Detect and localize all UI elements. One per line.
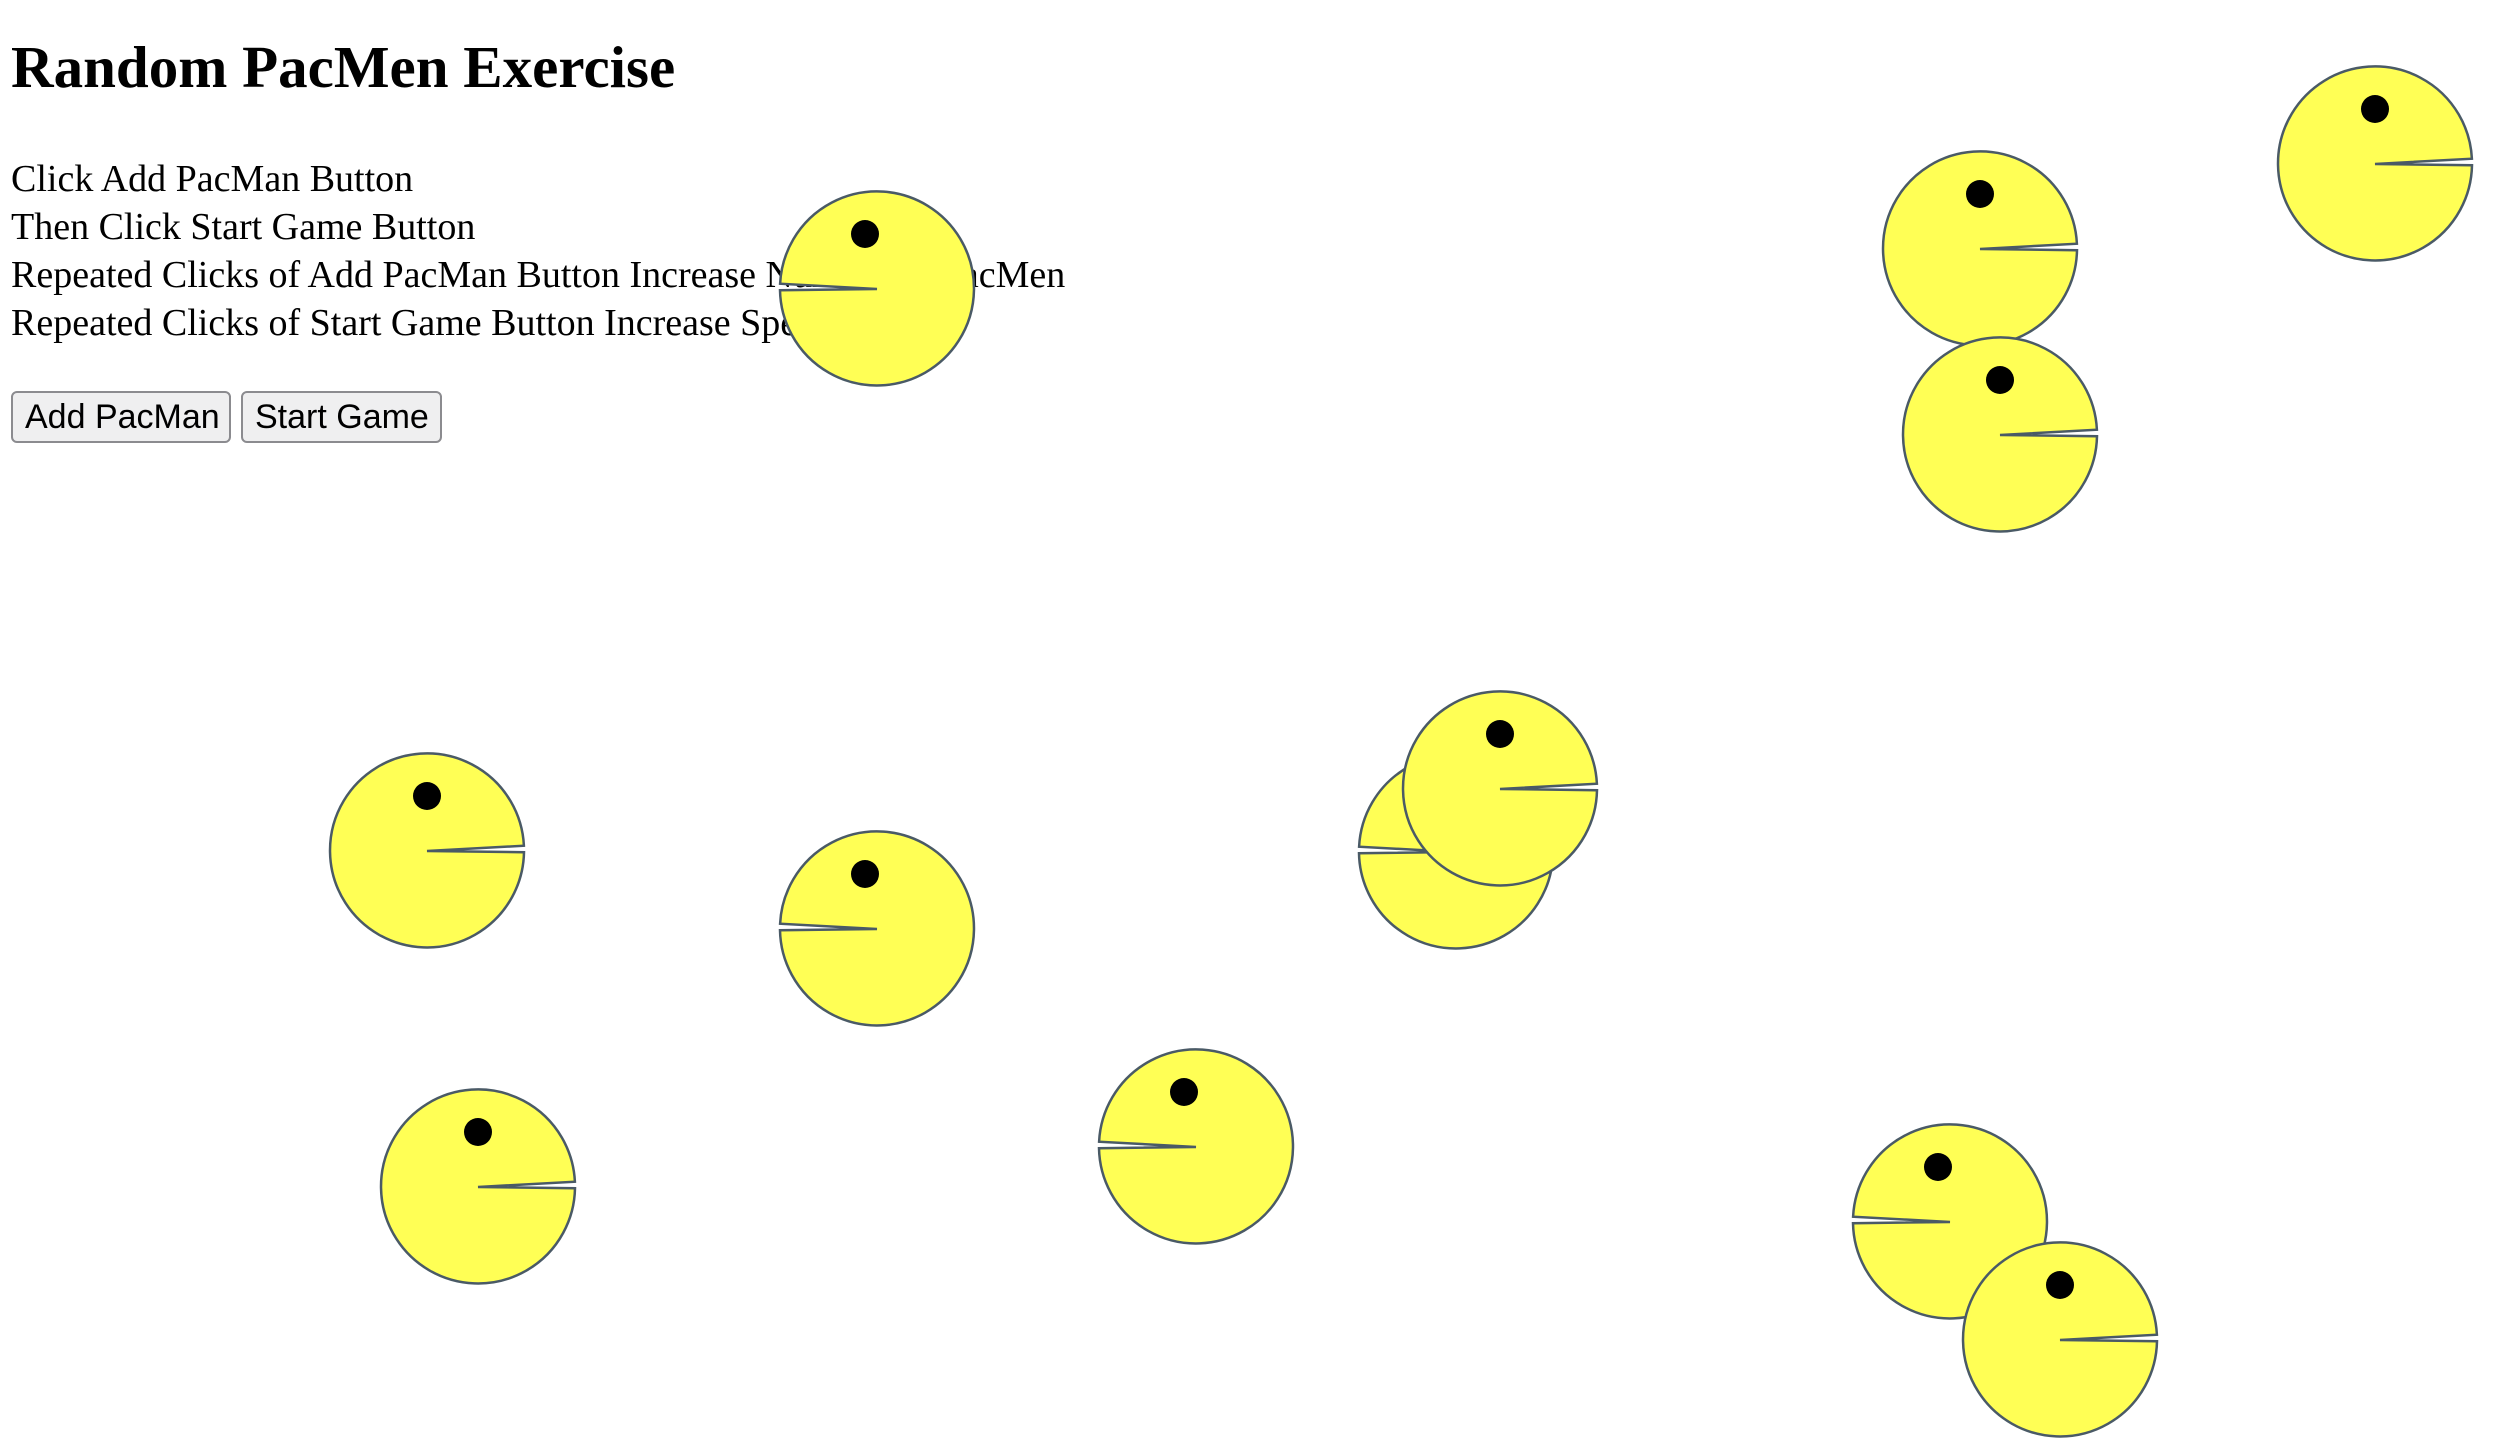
pacman-eye [464, 1118, 492, 1146]
pacman-body [778, 190, 976, 387]
pacman-icon [1901, 336, 2099, 533]
pacman-eye [2361, 95, 2389, 123]
add-pacman-button[interactable]: Add PacMan [11, 391, 231, 443]
start-game-button[interactable]: Start Game [241, 391, 442, 443]
pacman-body [1881, 150, 2079, 347]
pacman-icon [778, 830, 976, 1027]
instruction-line: Click Add PacMan Button [11, 158, 414, 200]
pacman-eye [1924, 1153, 1952, 1181]
pacman-icon [1097, 1048, 1295, 1245]
pacman-body [1401, 690, 1599, 887]
pacman-eye [1986, 366, 2014, 394]
page-title: Random PacMen Exercise [11, 34, 676, 100]
pacman-eye [851, 220, 879, 248]
pacman-icon [328, 752, 526, 949]
pacman-icon [1401, 690, 1599, 887]
pacman-eye [1170, 1078, 1198, 1106]
pacman-icon [379, 1088, 577, 1285]
pacman-body [328, 752, 526, 949]
pacman-body [379, 1088, 577, 1285]
pacman-body [2276, 65, 2474, 262]
pacman-eye [2046, 1271, 2074, 1299]
instruction-line: Then Click Start Game Button [11, 206, 476, 248]
pacman-icon [1961, 1241, 2159, 1438]
pacman-eye [1966, 180, 1994, 208]
pacman-icon [1881, 150, 2079, 347]
pacman-body [1901, 336, 2099, 533]
pacman-icon [2276, 65, 2474, 262]
pacman-body [778, 830, 976, 1027]
pacman-body [1961, 1241, 2159, 1438]
pacman-body [1097, 1048, 1295, 1245]
instruction-line: Repeated Clicks of Start Game Button Inc… [11, 302, 834, 344]
pacman-eye [1486, 720, 1514, 748]
pacman-eye [851, 860, 879, 888]
pacman-icon [778, 190, 976, 387]
pacman-eye [413, 782, 441, 810]
